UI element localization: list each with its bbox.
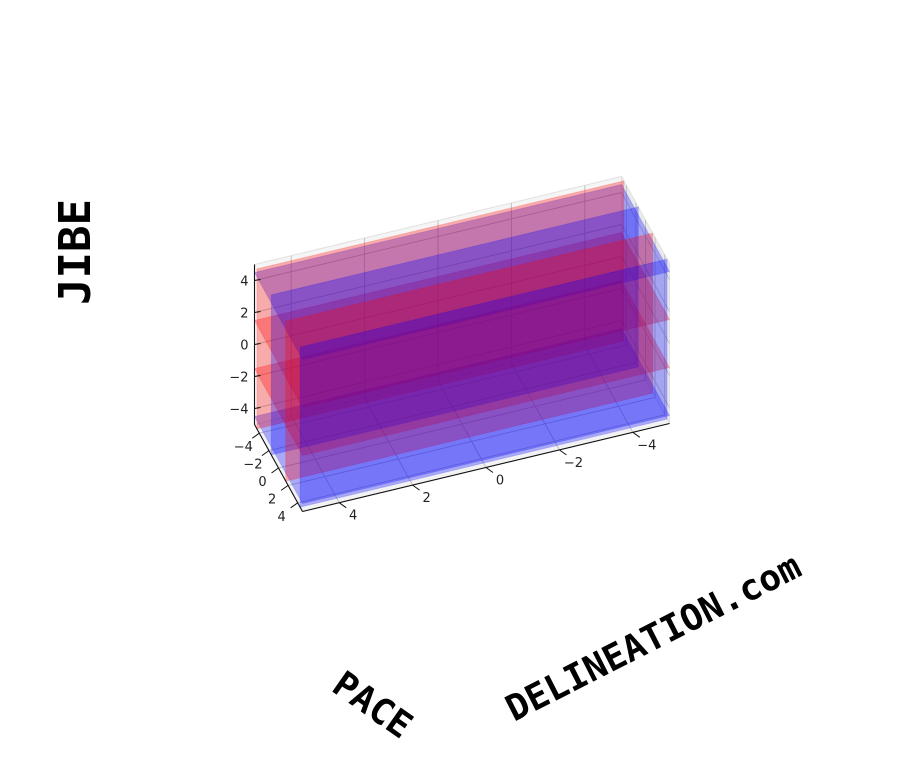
plane-red-4: [256, 180, 625, 430]
z-tick-label: −2: [229, 371, 248, 386]
x-tick: [338, 502, 347, 509]
x-tick-label: 4: [349, 509, 357, 524]
grid-line: [297, 414, 665, 504]
grid-line: [290, 415, 340, 503]
grid-line: [621, 192, 670, 280]
y-axis-label: PACE: [325, 664, 420, 747]
y-tick-label: 4: [278, 510, 286, 525]
z-axis-label: JIBE: [50, 199, 101, 305]
x-tick: [412, 484, 420, 491]
x-tick-label: −4: [637, 438, 656, 453]
z-tick: [254, 407, 261, 409]
x-tick-label: 0: [496, 474, 504, 489]
z-tick-label: 4: [240, 275, 248, 290]
x-tick-label: −2: [564, 456, 583, 471]
x-tick: [559, 449, 567, 456]
plane-blue-3: [253, 183, 671, 361]
x-axis-label: DELINEATION.com: [499, 546, 807, 730]
grid-line: [364, 397, 413, 486]
grid-line: [254, 256, 622, 345]
z-tick: [254, 311, 261, 313]
y-tick-label: −4: [234, 440, 253, 455]
x-tick-label: 2: [422, 491, 430, 506]
plane-blue-0: [253, 327, 671, 505]
plane-blue-5: [270, 206, 639, 456]
grid-line: [621, 256, 670, 344]
grid-line: [254, 192, 622, 281]
y-tick-label: −2: [243, 458, 262, 473]
z-tick: [254, 279, 261, 281]
grid-line: [278, 379, 646, 469]
z-tick: [254, 375, 261, 377]
plane-blue-7: [299, 258, 668, 508]
grid-line: [254, 224, 622, 313]
plane-red-1: [253, 279, 671, 457]
grid-line: [621, 224, 670, 312]
x-tick: [632, 431, 641, 438]
y-tick: [252, 432, 260, 439]
y-tick: [280, 484, 289, 491]
y-tick-label: 2: [268, 492, 276, 507]
z-tick: [254, 343, 261, 345]
y-tick-label: 0: [258, 475, 266, 490]
plane-red-2: [253, 231, 671, 409]
z-tick-label: 0: [240, 339, 248, 354]
plane-red-6: [285, 232, 654, 482]
plane-surfaces: [253, 180, 671, 508]
z-tick-label: −4: [229, 403, 248, 418]
y-tick: [261, 450, 270, 457]
y-tick: [290, 502, 298, 509]
grid-line: [287, 396, 656, 486]
z-tick-label: 2: [240, 307, 248, 322]
y-tick: [271, 467, 279, 474]
x-tick: [485, 467, 494, 473]
grid-lines: [254, 185, 670, 504]
